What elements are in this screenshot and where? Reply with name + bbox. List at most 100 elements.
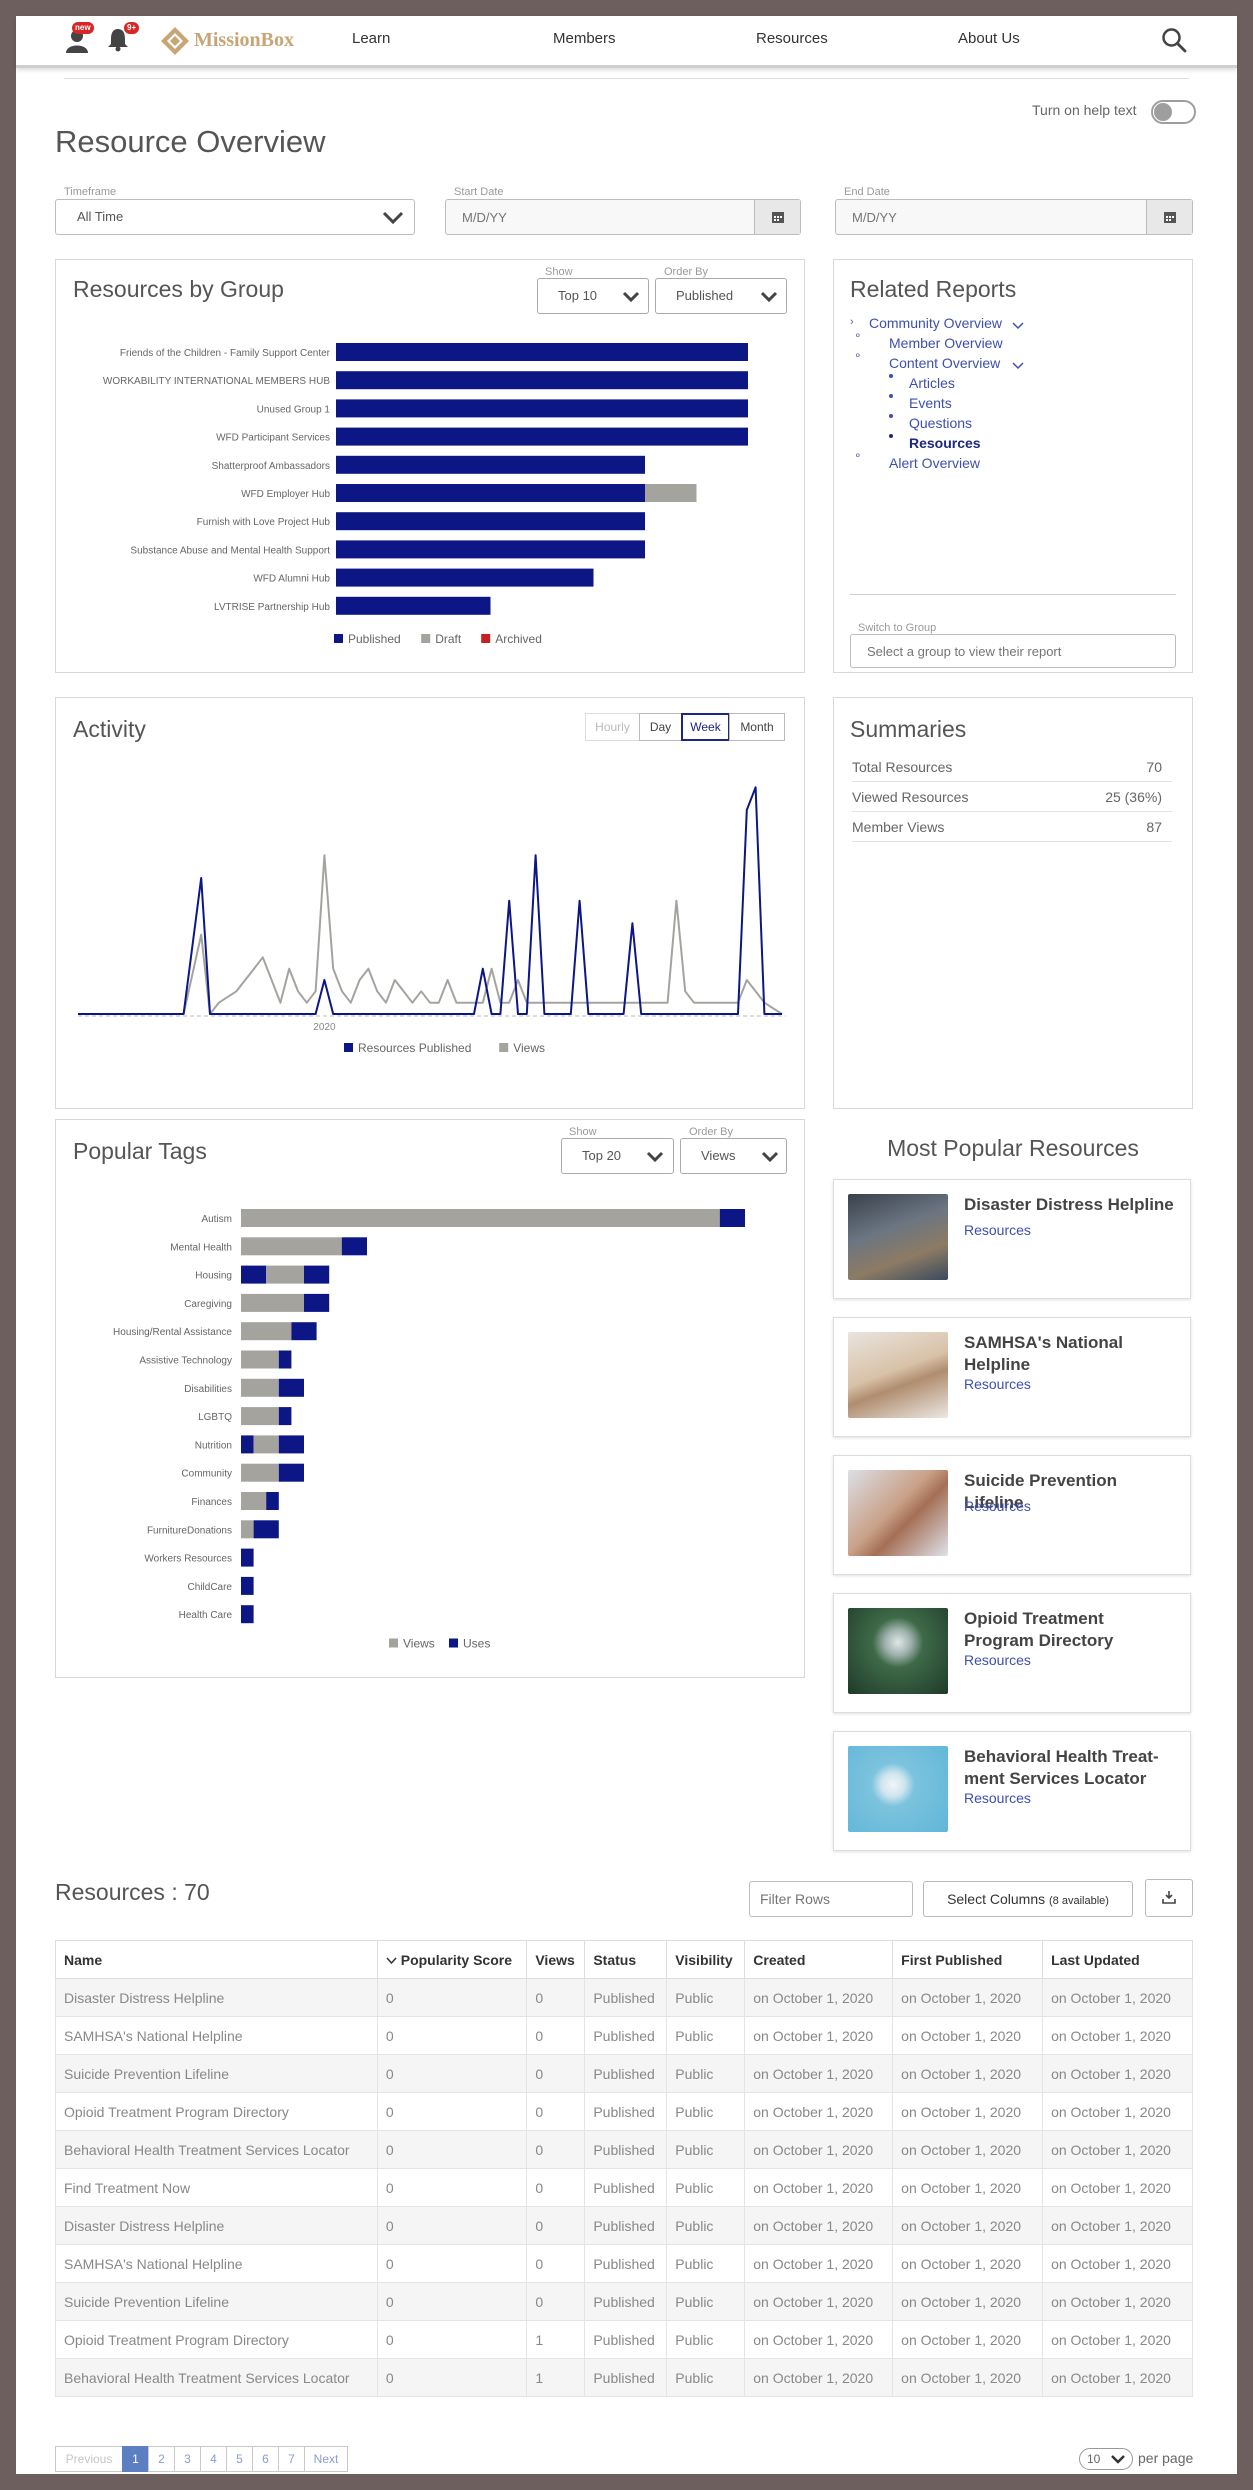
bar-published[interactable] (336, 568, 594, 587)
end-date-calendar-button[interactable] (1146, 200, 1192, 234)
bar-uses[interactable] (278, 1435, 304, 1454)
page-button-5[interactable]: 5 (226, 2446, 253, 2472)
search-icon[interactable] (1161, 27, 1187, 53)
day-button[interactable]: Day (639, 713, 682, 741)
link-articles[interactable]: Articles (909, 375, 955, 391)
bar-views[interactable] (241, 1378, 279, 1397)
bar-published[interactable] (336, 455, 645, 474)
bar-published[interactable] (336, 399, 748, 418)
page-button-1[interactable]: 1 (122, 2446, 149, 2472)
table-cell[interactable]: Suicide Prevention Lifeline (55, 2054, 378, 2093)
table-cell[interactable]: Opioid Treatment Program Directory (55, 2320, 378, 2359)
bar-uses[interactable] (241, 1548, 254, 1567)
nav-members[interactable]: Members (553, 30, 616, 47)
order-by-select[interactable]: Published (655, 278, 787, 314)
hourly-button[interactable]: Hourly (585, 713, 640, 741)
table-cell[interactable]: Find Treatment Now (55, 2168, 378, 2207)
bar-views[interactable] (241, 1463, 279, 1482)
popular-card-category[interactable]: Resources (964, 1790, 1031, 1806)
start-date-field[interactable] (445, 199, 801, 235)
bar-uses[interactable] (304, 1293, 330, 1312)
bar-uses[interactable] (253, 1520, 279, 1539)
table-row[interactable]: Opioid Treatment Program Directory 0 0 Publ… (55, 2092, 1193, 2131)
switch-group-input[interactable] (850, 634, 1176, 668)
link-events[interactable]: Events (909, 395, 952, 411)
bar-views[interactable] (241, 1492, 267, 1510)
bar-views[interactable] (241, 1350, 279, 1369)
col-name[interactable]: Name (55, 1940, 378, 1979)
bar-published[interactable] (336, 484, 645, 502)
bar-uses[interactable] (291, 1322, 317, 1341)
bar-published[interactable] (336, 540, 645, 559)
show-select[interactable]: Top 10 (537, 278, 649, 314)
table-cell[interactable]: Suicide Prevention Lifeline (55, 2282, 378, 2321)
table-row[interactable]: Suicide Prevention Lifeline 0 0 Published Pu… (55, 2054, 1193, 2093)
bar-views[interactable] (266, 1265, 304, 1284)
bar-published[interactable] (336, 596, 491, 615)
popular-card-5[interactable]: Behavioral Health Treat-ment Services Lo… (833, 1731, 1191, 1851)
link-resources-current[interactable]: Resources (909, 435, 981, 451)
col-created[interactable]: Created (744, 1940, 894, 1979)
popular-card-4[interactable]: Opioid Treatment Program Directory Resou… (833, 1593, 1191, 1713)
bar-views[interactable] (241, 1407, 279, 1426)
link-content-overview[interactable]: Content Overview (889, 355, 1001, 371)
table-row[interactable]: Opioid Treatment Program Directory 0 1 Publ… (55, 2320, 1193, 2359)
end-date-field[interactable] (835, 199, 1193, 235)
link-community-overview[interactable]: Community Overview (869, 315, 1003, 331)
popular-card-category[interactable]: Resources (964, 1222, 1031, 1238)
bar-uses[interactable] (266, 1492, 279, 1510)
bar-published[interactable] (336, 427, 748, 446)
popular-card-2[interactable]: SAMHSA's National Helpline Resources (833, 1317, 1191, 1437)
bar-uses[interactable] (719, 1209, 745, 1227)
table-cell[interactable]: SAMHSA's National Helpline (55, 2016, 378, 2055)
col-visibility[interactable]: Visibility (666, 1940, 746, 1979)
table-row[interactable]: Disaster Distress Helpline 0 0 Published Pub… (55, 1978, 1193, 2017)
link-member-overview[interactable]: Member Overview (889, 335, 1003, 351)
bar-uses[interactable] (241, 1576, 254, 1595)
week-button[interactable]: Week (681, 713, 730, 741)
bar-uses[interactable] (278, 1463, 304, 1482)
table-cell[interactable]: Opioid Treatment Program Directory (55, 2092, 378, 2131)
bell-icon[interactable] (107, 28, 129, 52)
help-text-toggle[interactable] (1151, 100, 1196, 124)
per-page-select[interactable]: 10 (1079, 2448, 1133, 2470)
bar-published[interactable] (336, 512, 645, 531)
start-date-calendar-button[interactable] (754, 200, 800, 234)
bar-views[interactable] (241, 1209, 720, 1227)
start-date-input[interactable] (446, 200, 754, 234)
col-first-published[interactable]: First Published (892, 1940, 1044, 1979)
table-cell[interactable]: Disaster Distress Helpline (55, 1978, 378, 2017)
link-alert-overview[interactable]: Alert Overview (889, 455, 981, 471)
col-last-updated[interactable]: Last Updated (1042, 1940, 1193, 1979)
bar-published[interactable] (336, 343, 748, 361)
bar-uses[interactable] (278, 1378, 304, 1397)
bar-views[interactable] (241, 1237, 342, 1256)
end-date-input[interactable] (836, 200, 1146, 234)
nav-about-us[interactable]: About Us (958, 30, 1020, 47)
popular-card-category[interactable]: Resources (964, 1498, 1031, 1514)
table-row[interactable]: SAMHSA's National Helpline 0 0 Published Pub… (55, 2244, 1193, 2283)
bar-uses[interactable] (304, 1265, 330, 1284)
missionbox-logo[interactable]: MissionBox (160, 26, 310, 56)
bar-published[interactable] (336, 371, 748, 390)
table-cell[interactable]: Behavioral Health Treatment Services Loc… (55, 2130, 378, 2169)
popular-card-category[interactable]: Resources (964, 1652, 1031, 1668)
previous-page-button[interactable]: Previous (55, 2446, 123, 2472)
line-resources-published[interactable] (78, 786, 782, 1015)
download-button[interactable] (1145, 1879, 1193, 1917)
table-cell[interactable]: Disaster Distress Helpline (55, 2206, 378, 2245)
month-button[interactable]: Month (729, 713, 785, 741)
bar-draft[interactable] (645, 484, 697, 502)
bar-views[interactable] (241, 1293, 304, 1312)
tags-show-select[interactable]: Top 20 (561, 1138, 674, 1174)
table-cell[interactable]: Behavioral Health Treatment Services Loc… (55, 2358, 378, 2397)
bar-uses[interactable] (278, 1350, 292, 1369)
page-button-2[interactable]: 2 (148, 2446, 175, 2472)
popular-card-category[interactable]: Resources (964, 1376, 1031, 1392)
popular-card-3[interactable]: Suicide Prevention Lifeline Resources (833, 1455, 1191, 1575)
table-cell[interactable]: SAMHSA's National Helpline (55, 2244, 378, 2283)
page-button-4[interactable]: 4 (200, 2446, 227, 2472)
page-button-7[interactable]: 7 (278, 2446, 305, 2472)
bar-views[interactable] (241, 1322, 292, 1341)
bar-uses[interactable] (241, 1605, 254, 1624)
